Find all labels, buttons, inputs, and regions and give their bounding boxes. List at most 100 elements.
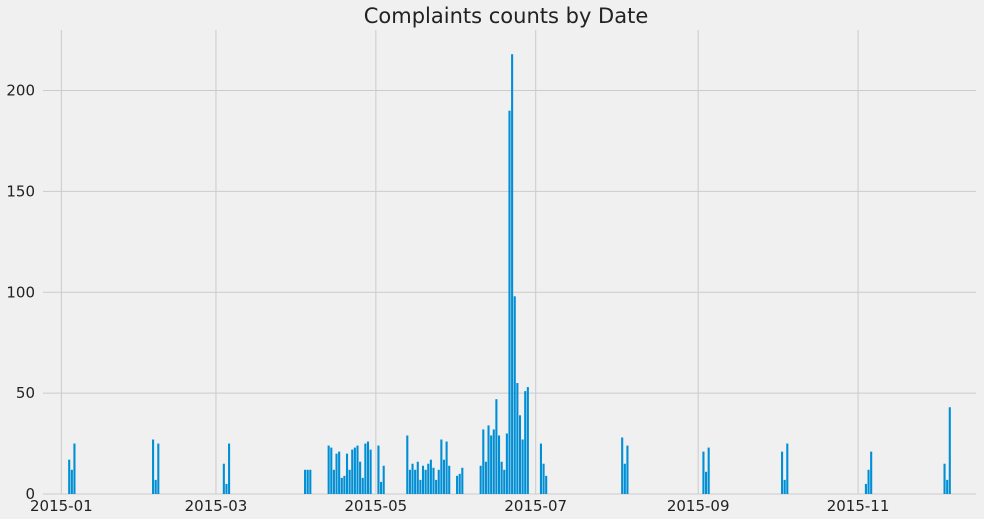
bar [351, 449, 354, 494]
bar [707, 447, 710, 494]
bar [343, 475, 346, 494]
bar [70, 469, 73, 494]
chart-title: Complaints counts by Date [364, 4, 648, 28]
bar [495, 399, 498, 494]
bar [867, 469, 870, 494]
bar [484, 461, 487, 494]
bar [382, 465, 385, 494]
bar [416, 461, 419, 494]
bar [369, 449, 372, 494]
bar [461, 467, 464, 494]
y-tick-label: 100 [6, 283, 35, 301]
bar [73, 443, 76, 494]
bar [427, 463, 430, 494]
bar [487, 425, 490, 494]
bar [448, 465, 451, 494]
bar [864, 483, 867, 494]
bar [222, 463, 225, 494]
bar [356, 445, 359, 494]
bar [511, 54, 514, 495]
bar [327, 445, 330, 494]
bar [228, 443, 231, 494]
bar [437, 469, 440, 494]
x-tick-label: 2015-05 [344, 497, 407, 515]
y-tick-label: 50 [16, 384, 35, 402]
bar [364, 443, 367, 494]
x-tick-label: 2015-07 [504, 497, 567, 515]
bar [479, 465, 482, 494]
bar [335, 453, 338, 494]
bar [542, 463, 545, 494]
x-tick-label: 2015-01 [30, 497, 93, 515]
x-tick-label: 2015-11 [827, 497, 890, 515]
bar [503, 469, 506, 494]
bar [359, 461, 362, 494]
bar [380, 481, 383, 494]
bar [330, 447, 333, 494]
bar [332, 469, 335, 494]
bar [497, 435, 501, 494]
bar [424, 469, 427, 494]
bar [456, 475, 459, 494]
bar [946, 479, 949, 494]
bar [309, 469, 312, 494]
bar [521, 439, 524, 494]
bar [414, 469, 417, 494]
bar [524, 391, 527, 494]
bar [505, 433, 508, 494]
bar [348, 469, 351, 494]
bar [786, 443, 789, 494]
bar [340, 477, 343, 494]
bar [306, 469, 309, 494]
y-tick-label: 0 [25, 485, 35, 503]
y-tick-label: 200 [6, 82, 35, 100]
bar [157, 443, 160, 494]
bar [353, 447, 356, 494]
y-axis-ticks: 0 50 100 150 200 [6, 82, 35, 503]
bar [539, 443, 542, 494]
bar [361, 477, 364, 494]
bar [432, 467, 435, 494]
bar [545, 475, 548, 494]
bar [225, 483, 228, 494]
bar [304, 469, 307, 494]
x-tick-label: 2015-03 [185, 497, 248, 515]
bar [152, 439, 155, 494]
bar [154, 479, 157, 494]
bar [68, 459, 71, 494]
bar [943, 463, 946, 494]
bar [781, 451, 784, 494]
bar [366, 441, 370, 494]
bar [429, 459, 432, 494]
bar [948, 407, 951, 494]
bar [623, 463, 626, 494]
bar [482, 429, 485, 494]
bar [435, 479, 438, 494]
bar [870, 451, 873, 494]
x-tick-label: 2015-09 [667, 497, 730, 515]
bar [492, 429, 495, 494]
bar [621, 437, 624, 494]
bar [702, 451, 705, 494]
bar [500, 461, 503, 494]
bar [626, 445, 629, 494]
y-tick-label: 150 [6, 182, 35, 200]
bar [377, 445, 380, 494]
bar [411, 463, 414, 494]
bar [406, 435, 409, 494]
bars [68, 54, 951, 495]
bar [419, 479, 422, 494]
bar [516, 383, 519, 494]
bar [338, 451, 341, 494]
bar [445, 441, 448, 494]
bar [490, 435, 493, 494]
bar [458, 473, 461, 494]
bar [408, 469, 411, 494]
bar [421, 465, 425, 494]
bar [705, 471, 708, 494]
bar [508, 110, 511, 495]
x-axis-ticks: 2015-01 2015-03 2015-05 2015-07 2015-09 2015-… [30, 497, 889, 515]
bar [783, 479, 786, 494]
